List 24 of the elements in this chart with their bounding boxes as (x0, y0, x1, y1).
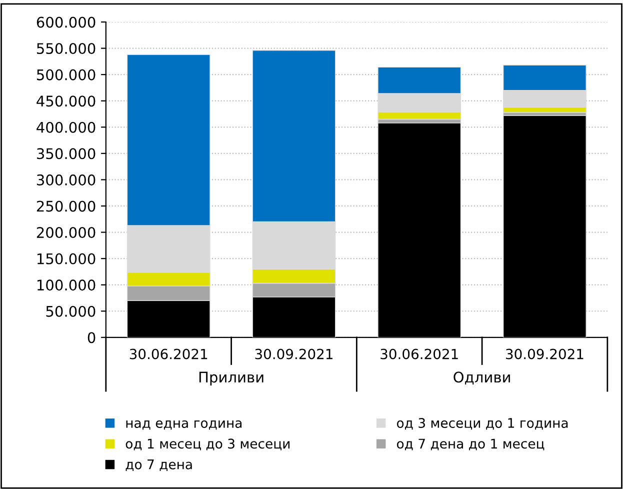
y-tick-label: 550.000 (37, 43, 96, 54)
y-tick-label: 400.000 (36, 122, 96, 133)
legend-label: над една година (126, 420, 242, 430)
y-tick-label: 300.000 (36, 174, 96, 186)
text: Приливи (199, 372, 264, 386)
y-tick-label: 200.000 (36, 226, 96, 238)
legend-label: од 3 месеци до 1 година (396, 418, 568, 430)
y-tick-label: 350.000 (36, 148, 96, 160)
y-tick-label: 600.000 (36, 16, 96, 28)
y-tick-label: 450.000 (36, 96, 96, 107)
y-tick-label: 500.000 (37, 69, 96, 80)
y-tick-label: 100.000 (37, 280, 96, 291)
y-tick-label: 50.000 (46, 306, 96, 317)
y-tick-label: 150.000 (37, 253, 96, 264)
legend-label: до 7 дена (126, 460, 192, 471)
x-tick-label: 30.09.2021 (255, 348, 332, 360)
x-tick-label: 30.06.2021 (380, 348, 458, 360)
x-tick-label: 30.06.2021 (130, 348, 208, 360)
y-tick-label: 0 (88, 332, 96, 344)
text: Одливи (454, 372, 510, 384)
legend-label: од 7 дена до 1 месец (396, 438, 544, 450)
y-tick-label: 250.000 (36, 200, 96, 212)
x-tick-label: 30.09.2021 (506, 348, 584, 360)
legend-label: од 1 месец до 3 месеци (126, 438, 290, 450)
